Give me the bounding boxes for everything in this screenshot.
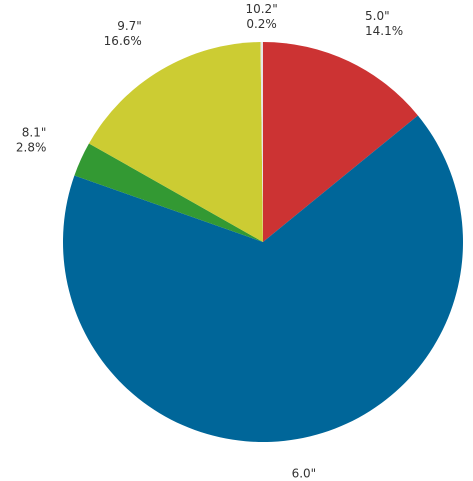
slice-size-label: 9.7" (117, 19, 142, 33)
slice-size-label: 8.1" (22, 125, 47, 139)
pie-slices (62, 42, 463, 443)
slice-size-label: 10.2" (245, 2, 277, 16)
pie-slice (88, 42, 264, 242)
slice-percent-label: 2.8% (16, 140, 47, 154)
pie-slice (74, 143, 264, 242)
slice-size-label: 6.0" (292, 467, 317, 481)
pie-slice (263, 42, 418, 242)
pie-slice (62, 115, 463, 443)
slice-size-label: 5.0" (365, 9, 390, 23)
pie-slice (260, 42, 263, 242)
slice-percent-label: 14.1% (365, 24, 403, 38)
slice-percent-label: 0.2% (246, 17, 277, 31)
pie-labels: 5.0"14.1%6.0"66.3%8.1"2.8%9.7"16.6%10.2"… (16, 2, 403, 481)
slice-percent-label: 16.6% (104, 34, 142, 48)
